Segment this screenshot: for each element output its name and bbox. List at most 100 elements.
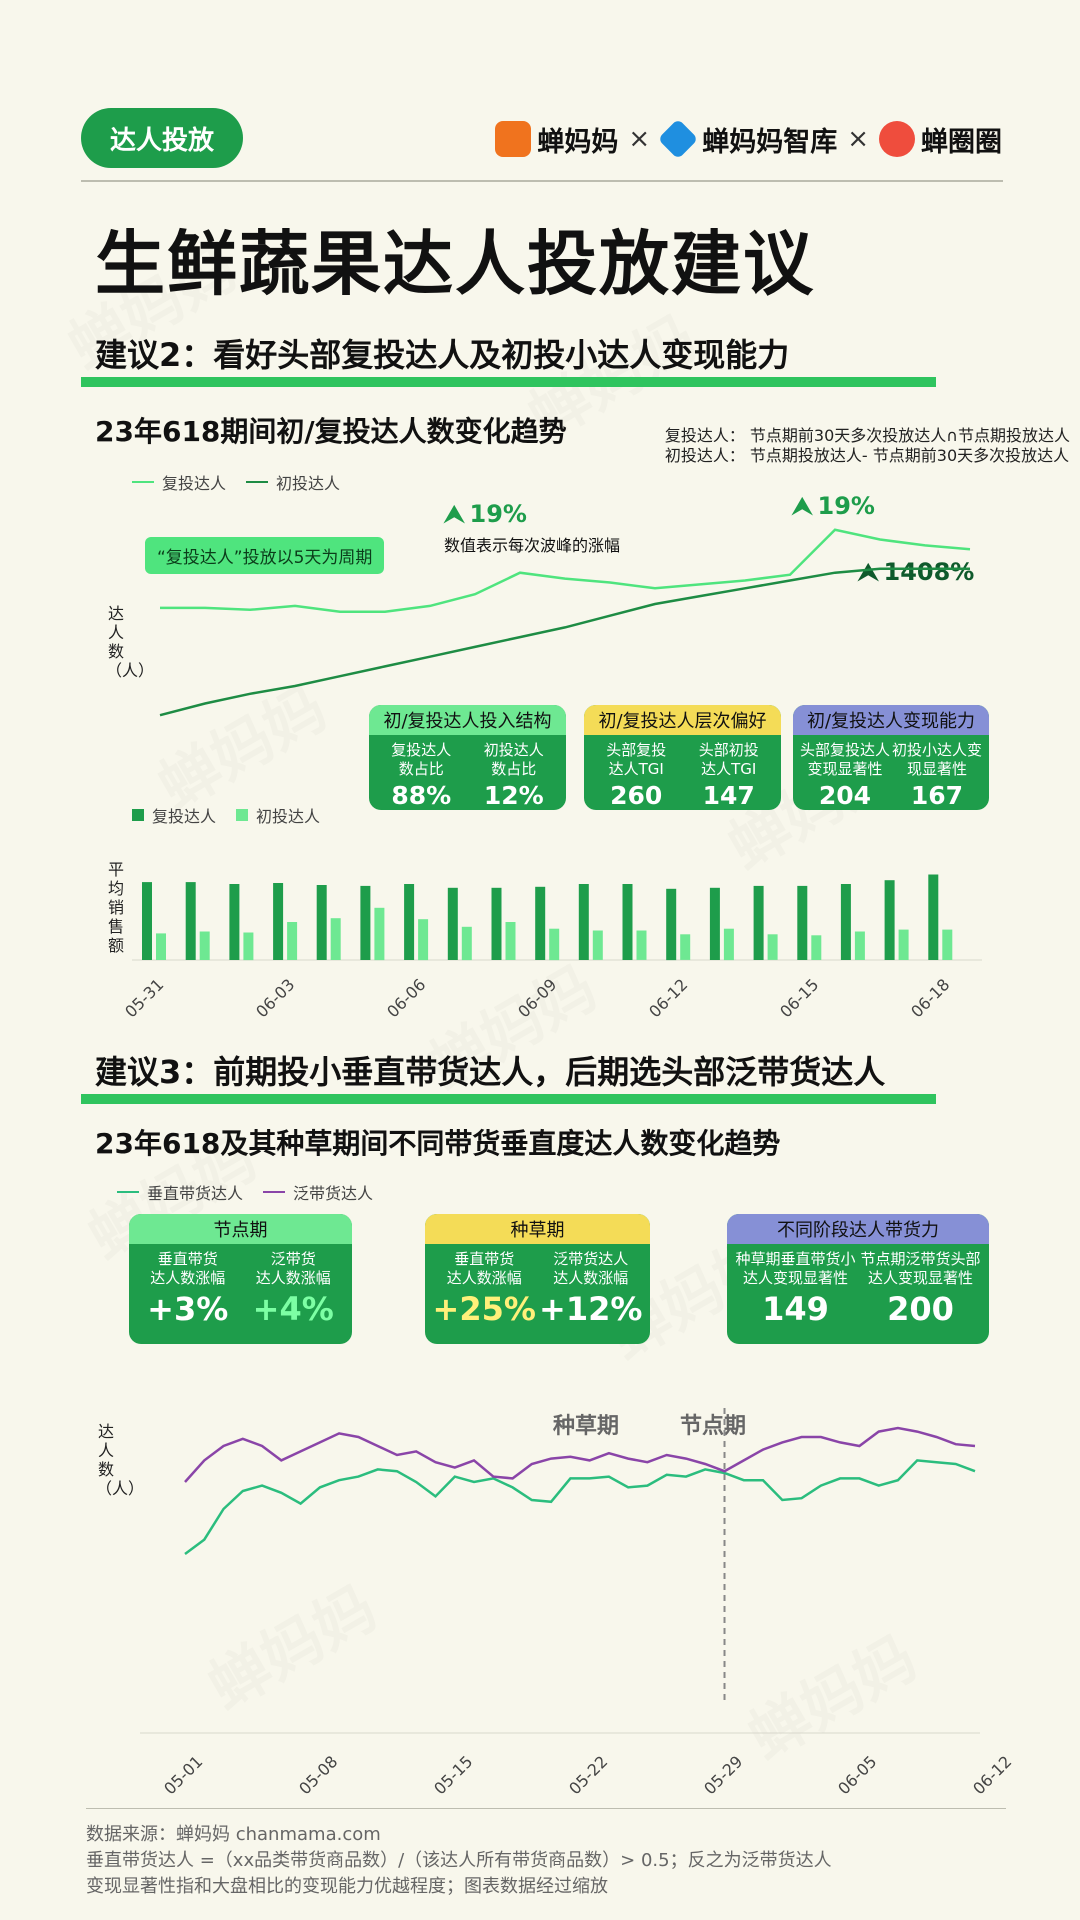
bar-1-18 xyxy=(942,929,953,960)
bar-1-1 xyxy=(199,931,210,960)
metric-value: 200 xyxy=(887,1290,954,1328)
bar-0-7 xyxy=(447,887,458,960)
line2-x-tick: 05-22 xyxy=(564,1752,612,1799)
line2-x-tick: 06-05 xyxy=(834,1752,881,1799)
bar-1-7 xyxy=(461,926,472,961)
cards3-card-2: 不同阶段达人带货力 种草期垂直带货小 达人变现显著性 149 节点期泛带货头部 达人变… xyxy=(727,1214,989,1344)
footer-definition: 垂直带货达人 =（xx品类带货商品数）/（该达人所有带货商品数）> 0.5；反之… xyxy=(86,1850,832,1871)
bar-1-3 xyxy=(287,922,298,960)
metric-value: 12% xyxy=(483,781,544,810)
line2-series-1 xyxy=(184,1426,976,1483)
brand-chanmama-zhiku: 蝉妈妈智库 xyxy=(657,118,837,160)
bar-0-2 xyxy=(229,884,240,960)
bar-legend-first-label: 初投达人 xyxy=(256,807,321,826)
card-header: 初/复投达人层次偏好 xyxy=(584,705,781,735)
bar-0-10 xyxy=(578,884,589,960)
bar-legend-first-swatch xyxy=(236,809,249,821)
metric: 头部初投 达人TGI 147 xyxy=(699,741,759,810)
peak-note: 数值表示每次波峰的涨幅 xyxy=(444,536,621,555)
metric-label: 泛带货达人 达人数涨幅 xyxy=(553,1250,629,1287)
legend-general-label: 泛带货达人 xyxy=(293,1184,374,1203)
bar-1-16 xyxy=(854,931,865,960)
metric-label: 头部复投达人 变现显著性 xyxy=(799,741,890,778)
metric-value: +4% xyxy=(252,1290,334,1328)
times-sep-2: × xyxy=(847,124,869,154)
metric-label: 初投达人 数占比 xyxy=(483,741,544,778)
metric-label: 泛带货 达人数涨幅 xyxy=(255,1250,331,1287)
line2-x-tick: 05-01 xyxy=(160,1752,207,1799)
legend-vertical-label: 垂直带货达人 xyxy=(147,1184,244,1203)
metric: 头部复投达人 变现显著性 204 xyxy=(800,741,890,810)
card-header: 初/复投达人变现能力 xyxy=(793,705,989,735)
metric-label: 垂直带货 达人数涨幅 xyxy=(446,1250,522,1287)
bar-0-8 xyxy=(491,887,502,960)
bar-x-tick: 06-06 xyxy=(383,975,430,1022)
metric: 复投达人 数占比 88% xyxy=(391,741,451,810)
footer-source: 数据来源：蝉妈妈 chanmama.com xyxy=(86,1824,381,1845)
legend-repeat-label: 复投达人 xyxy=(162,474,227,493)
bar-0-0 xyxy=(142,882,152,960)
bar-1-9 xyxy=(549,928,560,961)
definition-repeat: 复投达人： 节点期前30天多次投放达人∩节点期投放达人 xyxy=(664,426,1070,445)
bar-1-15 xyxy=(811,935,822,960)
metric: 泛带货 达人数涨幅 +4% xyxy=(253,1250,334,1328)
bar-0-17 xyxy=(884,880,895,960)
brand-row: 蝉妈妈 × 蝉妈妈智库 × 蝉圈圈 xyxy=(495,116,1002,162)
bar-1-10 xyxy=(592,930,603,960)
bar-0-14 xyxy=(753,885,764,960)
bar-0-6 xyxy=(404,884,415,960)
bar-1-13 xyxy=(723,928,734,961)
metric-value: 147 xyxy=(702,781,755,810)
line-chart-1 xyxy=(159,528,971,717)
metric-value: +25% xyxy=(432,1290,536,1328)
cards3-card-1: 种草期垂直带货 达人数涨幅 +25% 泛带货达人 达人数涨幅 +12% xyxy=(425,1214,650,1344)
bar-x-tick: 06-18 xyxy=(907,975,954,1022)
section3-underline xyxy=(81,1094,936,1104)
zhiku-logo-icon xyxy=(657,118,699,160)
metric: 节点期泛带货头部 达人变现显著性 200 xyxy=(860,1250,980,1328)
bar-0-11 xyxy=(622,884,633,960)
growth-pct: 1408% xyxy=(883,558,975,586)
up-arrow-icon-3: ⮝ xyxy=(858,558,879,586)
bar-chart-ylabel: 平均销售额 xyxy=(107,860,124,955)
bar-1-14 xyxy=(767,934,778,960)
metric-value: 167 xyxy=(910,781,964,810)
card-header: 节点期 xyxy=(129,1214,352,1244)
footer: 数据来源：蝉妈妈 chanmama.com 垂直带货达人 =（xx品类带货商品数… xyxy=(86,1822,832,1900)
chanmama-logo-icon xyxy=(495,121,532,157)
metric-label: 初投小达人变 现显著性 xyxy=(891,741,982,778)
times-sep: × xyxy=(628,124,651,154)
line1-series-1 xyxy=(159,567,970,717)
metric-value: 88% xyxy=(391,781,452,810)
line2-series-0 xyxy=(184,1459,976,1556)
bar-x-tick: 06-03 xyxy=(252,975,299,1022)
metric-value: 204 xyxy=(818,781,872,810)
card-header: 种草期 xyxy=(425,1214,650,1244)
cards2-card-1: 初/复投达人层次偏好 头部复投 达人TGI 260 头部初投 达人TGI 147 xyxy=(584,705,781,810)
bar-0-12 xyxy=(666,888,677,961)
metric: 初投小达人变 现显著性 167 xyxy=(892,741,982,810)
bar-1-8 xyxy=(505,922,516,960)
section2-underline xyxy=(81,377,936,387)
bar-1-2 xyxy=(243,932,254,961)
bar-x-tick: 05-31 xyxy=(121,975,168,1022)
metric-value: +12% xyxy=(539,1290,643,1328)
section3-heading: 建议3：前期投小垂直带货达人，后期选头部泛带货达人 xyxy=(95,1053,886,1091)
metric-label: 节点期泛带货头部 达人变现显著性 xyxy=(860,1250,981,1287)
definition-first: 初投达人： 节点期投放达人- 节点期前30天多次投放达人 xyxy=(664,446,1070,465)
page-title: 生鲜蔬果达人投放建议 xyxy=(95,223,815,305)
phase-label-seeding: 种草期 xyxy=(553,1414,620,1439)
metric-value: 149 xyxy=(762,1290,829,1328)
annotation-peak-1: ⮝ 19% 数值表示每次波峰的涨幅 xyxy=(444,500,620,556)
bar-0-18 xyxy=(928,874,939,960)
bar-x-tick: 06-15 xyxy=(776,975,823,1022)
bar-chart xyxy=(132,874,982,961)
line-chart-2 xyxy=(140,1408,980,1734)
bar-0-9 xyxy=(535,886,546,960)
metric-label: 头部初投 达人TGI xyxy=(698,741,759,778)
section3-subtitle: 23年618及其种草期间不同带货垂直度达人数变化趋势 xyxy=(95,1127,781,1160)
category-tag: 达人投放 xyxy=(81,108,243,168)
section2-subtitle: 23年618期间初/复投达人数变化趋势 xyxy=(95,415,567,448)
legend-general-swatch xyxy=(263,1191,286,1193)
bar-1-5 xyxy=(374,907,385,961)
